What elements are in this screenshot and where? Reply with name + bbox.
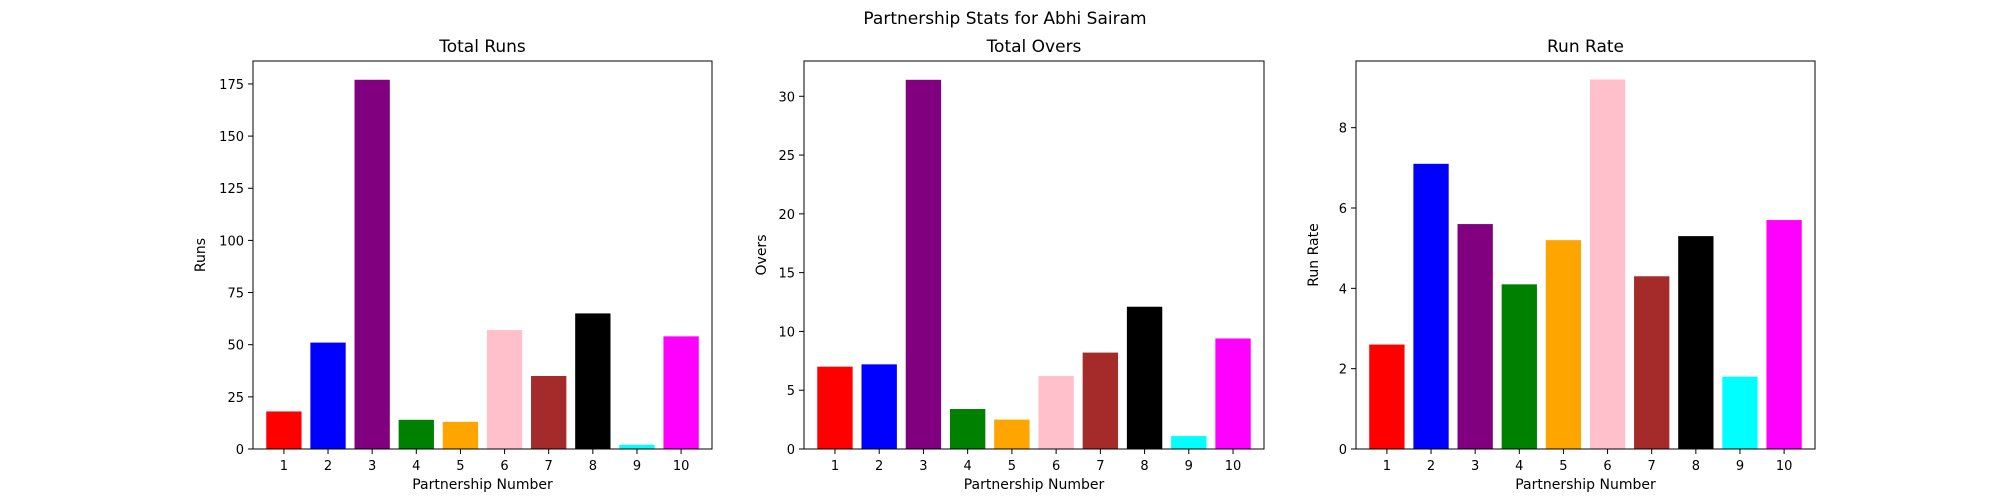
x-tick-label: 10 bbox=[673, 459, 690, 474]
x-tick-label: 7 bbox=[1648, 459, 1656, 474]
y-tick-label: 125 bbox=[219, 182, 244, 197]
bar-1 bbox=[1369, 344, 1405, 449]
y-tick-label: 25 bbox=[778, 149, 795, 164]
y-tick-label: 20 bbox=[778, 208, 795, 223]
y-tick-label: 0 bbox=[1339, 443, 1347, 458]
y-tick-label: 100 bbox=[219, 234, 244, 249]
bar-7 bbox=[1634, 276, 1670, 449]
y-tick-label: 175 bbox=[219, 78, 244, 93]
axes-frame bbox=[803, 60, 1265, 450]
x-tick-label: 8 bbox=[1140, 459, 1148, 474]
x-tick-label: 5 bbox=[1559, 459, 1567, 474]
bar-2 bbox=[861, 364, 897, 449]
bar-4 bbox=[1501, 284, 1537, 449]
y-tick-label: 0 bbox=[787, 443, 795, 458]
x-tick-label: 9 bbox=[1736, 459, 1744, 474]
bar-5 bbox=[994, 419, 1030, 449]
bar-6 bbox=[1038, 376, 1074, 449]
x-tick-label: 8 bbox=[589, 459, 597, 474]
bar-3 bbox=[905, 79, 942, 449]
y-tick-label: 2 bbox=[1339, 363, 1347, 378]
y-axis-label: Runs bbox=[193, 238, 209, 272]
bar-5 bbox=[442, 421, 479, 449]
x-axis-label: Partnership Number bbox=[1515, 477, 1656, 493]
x-tick-label: 7 bbox=[545, 459, 553, 474]
x-tick-label: 1 bbox=[280, 459, 288, 474]
x-tick-label: 5 bbox=[1008, 459, 1016, 474]
x-axis-label: Partnership Number bbox=[412, 477, 553, 493]
panel-title: Total Runs bbox=[438, 37, 526, 57]
x-tick-label: 6 bbox=[1052, 459, 1060, 474]
bar-3 bbox=[354, 79, 390, 450]
y-tick-label: 50 bbox=[227, 339, 244, 354]
x-tick-label: 4 bbox=[1515, 459, 1523, 474]
panel-title: Total Overs bbox=[986, 37, 1082, 57]
y-tick-label: 10 bbox=[778, 325, 795, 340]
y-tick-label: 150 bbox=[219, 130, 244, 145]
x-tick-label: 6 bbox=[500, 459, 508, 474]
figure-suptitle: Partnership Stats for Abhi Sairam bbox=[863, 9, 1146, 29]
x-tick-label: 4 bbox=[964, 459, 972, 474]
bar-9 bbox=[1722, 376, 1758, 449]
bar-10 bbox=[1766, 220, 1802, 449]
axes-frame bbox=[252, 60, 713, 450]
y-tick-label: 6 bbox=[1339, 202, 1347, 217]
x-tick-label: 9 bbox=[633, 459, 641, 474]
x-tick-label: 9 bbox=[1185, 459, 1193, 474]
y-tick-label: 0 bbox=[236, 443, 244, 458]
y-tick-label: 30 bbox=[778, 90, 795, 105]
y-tick-label: 5 bbox=[787, 384, 795, 399]
bar-4 bbox=[949, 409, 986, 449]
x-tick-label: 8 bbox=[1692, 459, 1700, 474]
bar-8 bbox=[575, 313, 611, 449]
x-tick-label: 2 bbox=[1427, 459, 1435, 474]
bar-2 bbox=[310, 342, 346, 449]
x-tick-label: 10 bbox=[1225, 459, 1242, 474]
bar-8 bbox=[1678, 236, 1714, 449]
y-tick-label: 4 bbox=[1339, 282, 1347, 297]
y-tick-label: 15 bbox=[778, 267, 795, 282]
bar-6 bbox=[486, 330, 523, 449]
y-axis-label: Run Rate bbox=[1306, 223, 1322, 286]
x-tick-label: 2 bbox=[324, 459, 332, 474]
x-tick-label: 1 bbox=[1383, 459, 1391, 474]
x-tick-label: 3 bbox=[368, 459, 376, 474]
x-tick-label: 1 bbox=[831, 459, 839, 474]
bar-9 bbox=[1171, 436, 1207, 449]
bar-7 bbox=[1082, 352, 1119, 449]
bar-2 bbox=[1413, 163, 1449, 449]
bar-3 bbox=[1457, 224, 1493, 449]
bar-4 bbox=[398, 419, 434, 449]
y-tick-label: 75 bbox=[227, 287, 244, 302]
y-tick-label: 25 bbox=[227, 391, 244, 406]
bar-5 bbox=[1545, 240, 1582, 449]
bar-10 bbox=[1215, 338, 1251, 449]
bar-8 bbox=[1126, 306, 1163, 449]
bar-1 bbox=[266, 411, 302, 449]
x-tick-label: 2 bbox=[875, 459, 883, 474]
bar-1 bbox=[817, 366, 853, 449]
bar-9 bbox=[619, 444, 655, 449]
bar-10 bbox=[663, 336, 699, 449]
y-axis-label: Overs bbox=[754, 235, 770, 276]
x-tick-label: 7 bbox=[1096, 459, 1104, 474]
panel-title: Run Rate bbox=[1547, 37, 1624, 57]
x-tick-label: 3 bbox=[1471, 459, 1479, 474]
chart-panel-3: 1 2 3 4 5 6 7 8 9 10 0 2 4 6 8 Run Rate Partnership Numb… bbox=[1306, 37, 1816, 493]
bar-7 bbox=[531, 375, 567, 449]
bar-6 bbox=[1589, 79, 1626, 449]
y-tick-label: 8 bbox=[1339, 122, 1347, 137]
x-tick-label: 10 bbox=[1776, 459, 1793, 474]
chart-panel-2: 1 2 3 4 5 6 7 8 9 10 0 5 10 15 20 25 30 Total Overs Partne… bbox=[754, 37, 1265, 493]
axes-frame bbox=[1355, 60, 1816, 450]
x-tick-label: 6 bbox=[1603, 459, 1611, 474]
x-tick-label: 5 bbox=[456, 459, 464, 474]
x-tick-label: 4 bbox=[412, 459, 420, 474]
x-axis-label: Partnership Number bbox=[964, 477, 1105, 493]
x-tick-label: 3 bbox=[919, 459, 927, 474]
